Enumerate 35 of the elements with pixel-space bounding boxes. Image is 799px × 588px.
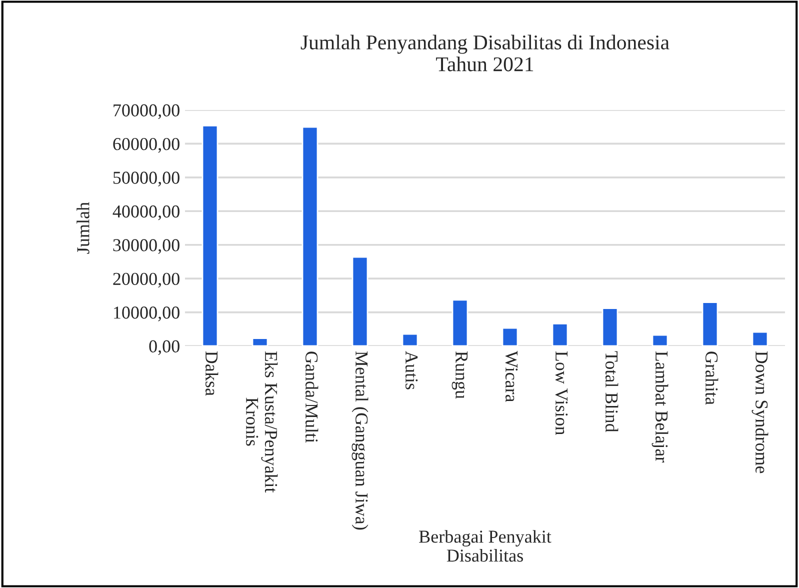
x-tick-label: Eks Kusta/Penyakit Kronis xyxy=(246,351,278,493)
y-tick-label: 30000,00 xyxy=(113,239,180,254)
y-tick-label: 20000,00 xyxy=(113,272,180,288)
bar xyxy=(652,334,668,346)
bar xyxy=(602,308,618,346)
x-axis-title: Berbagai Penyakit Disabilitas xyxy=(419,530,552,562)
y-tick-label: 40000,00 xyxy=(112,205,180,220)
y-tick-label: 50000,00 xyxy=(113,172,180,186)
x-tick-label: Mental (Gangguan Jiwa) xyxy=(352,351,368,530)
bar xyxy=(352,256,368,346)
bar xyxy=(252,338,268,346)
bar xyxy=(402,333,418,346)
bar xyxy=(202,124,218,346)
bar xyxy=(502,327,518,346)
y-tick-label: 0,00 xyxy=(149,340,180,356)
y-tick-label: 10000,00 xyxy=(114,306,180,322)
y-tick-label: 60000,00 xyxy=(113,138,180,153)
y-axis-title: Jumlah xyxy=(76,202,90,254)
bar xyxy=(452,299,468,346)
bar xyxy=(752,331,768,346)
bar xyxy=(552,322,568,346)
x-tick-label: Autis xyxy=(405,351,418,390)
x-tick-label: Daksa xyxy=(205,351,218,396)
bar xyxy=(702,302,718,346)
bar xyxy=(302,126,318,346)
x-tick-label: Total Blind xyxy=(605,351,618,432)
y-tick-label: 70000,00 xyxy=(114,104,180,120)
x-tick-label: Grahita xyxy=(705,352,718,405)
x-tick-label: Ganda/Multi xyxy=(305,352,318,443)
x-tick-label: Lambat Belajar xyxy=(652,351,668,462)
x-tick-label: Down Syndrome xyxy=(752,351,768,474)
x-tick-label: Wicara xyxy=(505,350,518,402)
x-tick-label: Rungu xyxy=(452,351,468,399)
chart-title: Jumlah Penyandang Disabilitas di Indonesia Tahun 2021 xyxy=(300,34,670,72)
x-tick-label: Low Vision xyxy=(555,351,568,435)
